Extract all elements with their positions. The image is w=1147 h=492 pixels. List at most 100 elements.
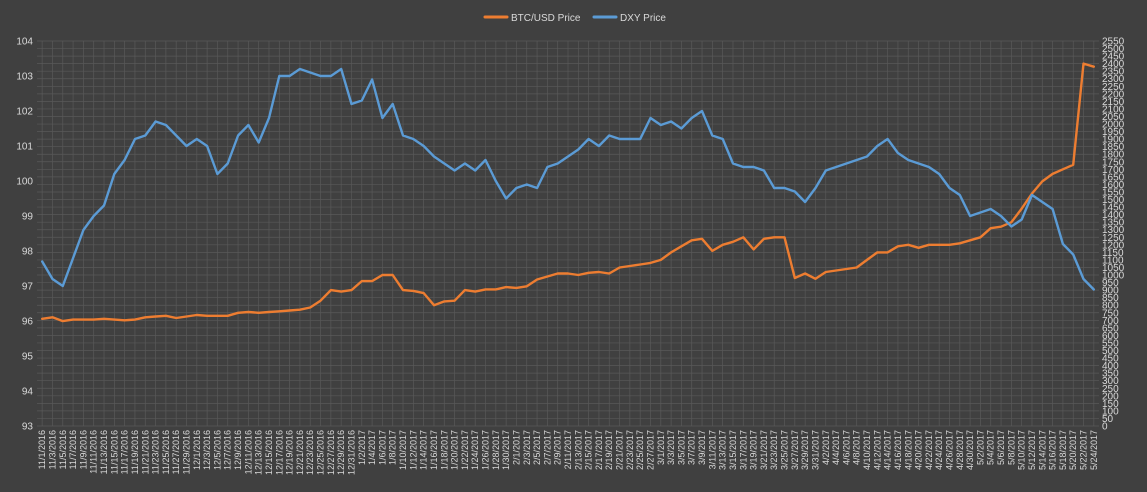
tick-label-right: 1500 (1102, 195, 1125, 206)
tick-label-x: 5/12/2017 (1027, 430, 1037, 470)
tick-label-x: 4/28/2017 (955, 430, 965, 470)
tick-label-x: 2/25/2017 (635, 430, 645, 470)
tick-label-x: 1/16/2017 (429, 430, 439, 470)
tick-label-x: 12/15/2016 (264, 430, 274, 475)
tick-label-x: 4/18/2017 (903, 430, 913, 470)
tick-label-x: 4/10/2017 (862, 430, 872, 470)
tick-label-x: 5/4/2017 (986, 430, 996, 465)
tick-label-x: 3/29/2017 (800, 430, 810, 470)
legend: BTC/USD Price DXY Price (483, 13, 666, 24)
tick-label-x: 12/17/2016 (274, 430, 284, 475)
tick-label-right: 2200 (1102, 89, 1125, 100)
tick-label-left: 104 (16, 37, 33, 48)
legend-label-btc: BTC/USD Price (511, 13, 581, 24)
tick-label-right: 1600 (1102, 180, 1125, 191)
tick-label-x: 11/9/2016 (78, 430, 88, 469)
tick-label-right: 350 (1102, 369, 1119, 380)
tick-label-right: 600 (1102, 331, 1119, 342)
tick-label-right: 2350 (1102, 67, 1125, 78)
tick-label-x: 1/8/2017 (388, 430, 398, 465)
tick-label-x: 3/3/2017 (666, 430, 676, 465)
tick-label-right: 1650 (1102, 172, 1125, 183)
tick-label-x: 11/17/2016 (120, 430, 130, 474)
tick-label-x: 1/28/2017 (491, 430, 501, 470)
tick-label-x: 4/12/2017 (872, 430, 882, 470)
tick-label-x: 11/7/2016 (68, 430, 78, 469)
tick-label-right: 700 (1102, 316, 1119, 327)
tick-label-right: 2500 (1102, 44, 1125, 55)
tick-label-right: 1700 (1102, 165, 1125, 176)
tick-label-x: 3/23/2017 (769, 430, 779, 470)
tick-label-right: 200 (1102, 391, 1119, 402)
tick-label-right: 1150 (1102, 248, 1124, 259)
tick-label-right: 1000 (1102, 271, 1125, 282)
tick-label-x: 2/21/2017 (615, 430, 625, 470)
tick-label-x: 11/29/2016 (182, 430, 192, 474)
x-axis: 11/1/2016 11/3/2016 11/5/2016 11/7/2016 11/9… (37, 430, 1099, 475)
tick-label-x: 12/5/2016 (212, 430, 222, 470)
tick-label-x: 3/13/2017 (718, 430, 728, 470)
tick-label-x: 3/27/2017 (790, 430, 800, 470)
tick-label-x: 11/1/2016 (37, 430, 47, 469)
tick-label-left: 102 (16, 107, 33, 118)
tick-label-x: 1/20/2017 (450, 430, 460, 470)
tick-label-x: 3/25/2017 (780, 430, 790, 470)
tick-label-x: 1/2/2017 (357, 430, 367, 465)
tick-label-x: 4/4/2017 (831, 430, 841, 465)
tick-label-x: 1/10/2017 (398, 430, 408, 470)
tick-label-x: 5/22/2017 (1079, 430, 1089, 470)
tick-label-x: 1/12/2017 (408, 430, 418, 470)
tick-label-x: 11/13/2016 (99, 430, 109, 474)
tick-label-x: 4/22/2017 (924, 430, 934, 470)
tick-label-x: 11/15/2016 (109, 430, 119, 474)
tick-label-right: 100 (1102, 406, 1119, 417)
tick-label-x: 5/24/2017 (1089, 430, 1099, 470)
tick-label-x: 11/27/2016 (171, 430, 181, 474)
tick-label-x: 3/1/2017 (656, 430, 666, 465)
tick-label-x: 12/7/2016 (223, 430, 233, 470)
tick-label-x: 4/16/2017 (893, 430, 903, 470)
tick-label-x: 12/1/2016 (192, 430, 202, 470)
tick-label-left: 97 (22, 282, 34, 293)
tick-label-x: 3/19/2017 (749, 430, 759, 470)
tick-label-x: 12/3/2016 (202, 430, 212, 470)
tick-label-right: 2050 (1102, 112, 1125, 123)
tick-label-x: 3/17/2017 (738, 430, 748, 470)
tick-label-x: 4/24/2017 (934, 430, 944, 470)
tick-label-right: 50 (1102, 414, 1114, 425)
tick-label-right: 1950 (1102, 127, 1125, 138)
y-axis-left: 93 94 95 96 97 98 99 100 101 102 103 104 (16, 37, 33, 433)
tick-label-x: 3/31/2017 (810, 430, 820, 470)
tick-label-x: 2/27/2017 (645, 430, 655, 470)
series-line-btc (41, 62, 1096, 323)
tick-label-x: 5/10/2017 (1017, 430, 1027, 470)
tick-label-right: 1900 (1102, 135, 1125, 146)
tick-label-left: 103 (16, 72, 33, 83)
tick-label-right: 2300 (1102, 74, 1125, 85)
tick-label-x: 5/18/2017 (1058, 430, 1068, 470)
tick-label-x: 4/30/2017 (965, 430, 975, 470)
tick-label-x: 4/2/2017 (821, 430, 831, 465)
tick-label-right: 2100 (1102, 104, 1125, 115)
tick-label-right: 400 (1102, 361, 1119, 372)
tick-label-x: 12/31/2016 (346, 430, 356, 475)
tick-label-right: 1350 (1102, 218, 1125, 229)
tick-label-x: 1/18/2017 (439, 430, 449, 470)
tick-label-x: 2/19/2017 (604, 430, 614, 470)
tick-label-x: 12/29/2016 (336, 430, 346, 475)
tick-label-right: 1800 (1102, 150, 1125, 161)
tick-label-x: 11/25/2016 (161, 430, 171, 474)
tick-label-x: 2/23/2017 (625, 430, 635, 470)
tick-label-right: 1100 (1102, 255, 1124, 266)
tick-label-x: 5/20/2017 (1068, 430, 1078, 470)
tick-label-right: 0 (1102, 422, 1108, 433)
tick-label-x: 11/3/2016 (47, 430, 57, 469)
tick-label-x: 5/6/2017 (996, 430, 1006, 465)
tick-label-right: 850 (1102, 293, 1119, 304)
tick-label-right: 1450 (1102, 203, 1125, 214)
tick-label-right: 2550 (1102, 37, 1125, 48)
tick-label-right: 1750 (1102, 157, 1125, 168)
tick-label-x: 2/17/2017 (594, 430, 604, 470)
